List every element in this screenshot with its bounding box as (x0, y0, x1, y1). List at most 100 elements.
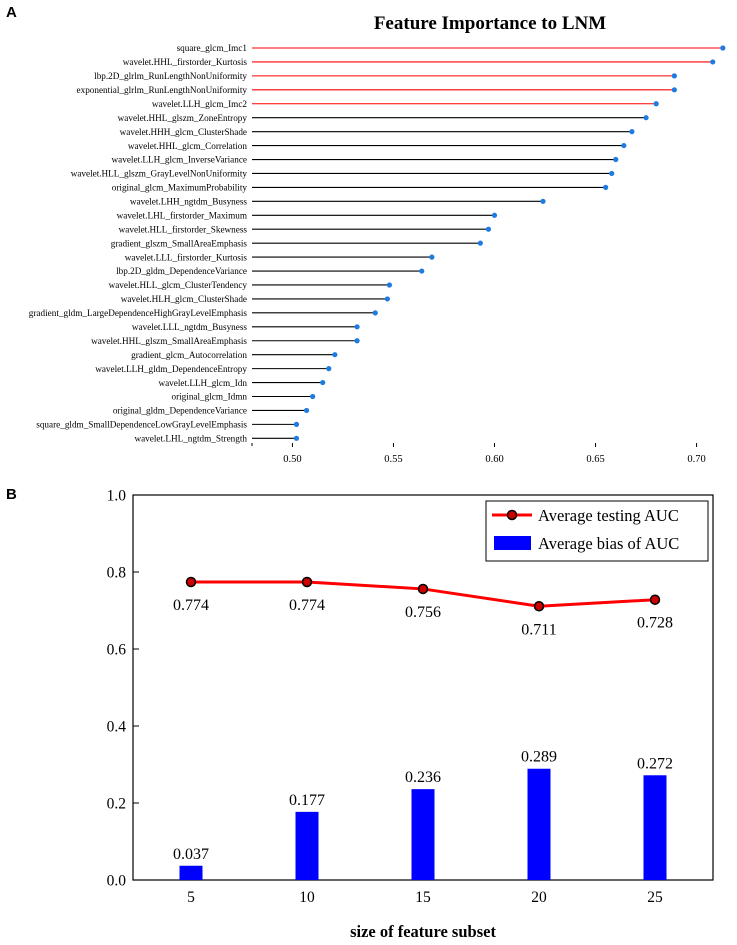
feature-label: wavelet.LHL_firstorder_Maximum (117, 210, 247, 220)
x-tick-label: 10 (299, 889, 315, 906)
feature-label: gradient_glszm_SmallAreaEmphasis (111, 238, 248, 248)
legend-marker-swatch (506, 509, 518, 521)
x-tick-label: 0.55 (384, 454, 402, 465)
y-tick-label: 1.0 (107, 488, 127, 505)
feature-point (293, 435, 300, 441)
feature-point (419, 268, 425, 274)
auc-point (185, 576, 197, 588)
x-tick-label: 0.50 (283, 454, 301, 465)
x-tick-label: 0.65 (586, 454, 604, 465)
feature-point (384, 296, 390, 302)
bias-label: 0.236 (405, 769, 441, 786)
feature-point (710, 59, 716, 65)
y-tick-label: 0.2 (107, 796, 126, 813)
auc-label: 0.756 (405, 604, 441, 621)
feature-label: wavelet.LLH_glcm_Imc2 (152, 99, 248, 109)
feature-label: wavelet.HHH_glcm_ClusterShade (120, 127, 247, 137)
feature-point (603, 184, 609, 190)
auc-label: 0.728 (637, 615, 673, 632)
feature-label: wavelet.HHL_glszm_ZoneEntropy (118, 113, 248, 123)
panel-b-legend: Average testing AUC Average bias of AUC (485, 500, 709, 562)
feature-point (303, 407, 310, 414)
panel-b-letter: B (6, 486, 17, 503)
legend-box (485, 500, 709, 562)
feature-point (326, 366, 332, 372)
feature-label: wavelet.LLL_ngtdm_Busyness (132, 322, 248, 332)
x-tick-label: 5 (187, 889, 195, 906)
feature-label: wavelet.HHL_glszm_SmallAreaEmphasis (91, 336, 247, 346)
panel-b-y-ticks: 0.0 0.2 0.4 0.6 0.8 1.0 (107, 488, 139, 890)
feature-label: exponential_glrlm_RunLengthNonUniformity (77, 85, 248, 95)
feature-label: lbp.2D_glrlm_RunLengthNonUniformity (94, 71, 247, 81)
feature-label: wavelet.HLL_glszm_GrayLevelNonUniformity (71, 169, 248, 179)
panel-a-stems (252, 45, 726, 441)
feature-point (643, 115, 649, 121)
feature-label: wavelet.LLL_firstorder_Kurtosis (125, 252, 248, 262)
x-tick-label: 0.70 (687, 454, 705, 465)
bar (527, 768, 551, 880)
auc-label: 0.774 (289, 597, 325, 614)
feature-point (332, 352, 338, 358)
bar (179, 865, 203, 880)
feature-label: wavelet.LLH_glcm_Idn (158, 378, 247, 388)
x-tick-label: 20 (531, 889, 547, 906)
feature-point (629, 129, 635, 135)
panel-b-x-ticks: 5 10 15 20 25 (187, 874, 663, 906)
feature-point (320, 379, 326, 386)
feature-label: gradient_gldm_LargeDependenceHighGrayLev… (29, 308, 248, 318)
feature-label: wavelet.LLH_glcm_InverseVariance (112, 155, 247, 165)
bar (411, 789, 435, 880)
feature-point (671, 73, 677, 79)
feature-point (613, 156, 619, 163)
feature-label: wavelet.LHH_ngtdm_Busyness (130, 197, 248, 207)
legend-label-testing-auc: Average testing AUC (538, 506, 679, 525)
feature-point (491, 212, 498, 218)
feature-label: lbp.2D_gldm_DependenceVariance (116, 266, 247, 276)
legend-bar-swatch (494, 536, 531, 550)
feature-label: original_gldm_DependenceVariance (113, 406, 247, 416)
feature-point (540, 198, 546, 204)
y-tick-label: 0.6 (107, 642, 127, 659)
bias-label: 0.289 (521, 749, 557, 766)
feature-point (621, 142, 627, 149)
y-tick-label: 0.4 (107, 719, 127, 736)
feature-point (354, 338, 360, 344)
feature-label: square_glcm_Imc1 (177, 43, 248, 53)
panel-a-letter: A (6, 4, 17, 21)
panel-a-x-ticks: 0.50 0.55 0.60 0.65 0.70 (283, 443, 706, 465)
feature-point (609, 170, 615, 177)
feature-label: wavelet.HLL_glcm_ClusterTendency (109, 280, 248, 290)
feature-label: wavelet.LLH_gldm_DependenceEntropy (95, 364, 247, 374)
feature-label: wavelet.HHL_glcm_Correlation (128, 141, 248, 151)
feature-point (477, 240, 483, 246)
auc-point (649, 594, 661, 605)
feature-point (372, 310, 378, 316)
panel-a-feature-labels: square_glcm_Imc1 wavelet.HHL_firstorder_K… (29, 43, 248, 443)
panel-b-bars (179, 768, 667, 880)
legend-label-bias-auc: Average bias of AUC (538, 534, 679, 553)
auc-point (417, 583, 429, 595)
feature-point (720, 45, 726, 51)
feature-label: wavelet.LHL_ngtdm_Strength (134, 434, 247, 444)
auc-point (533, 601, 545, 612)
feature-point (653, 101, 659, 107)
bias-label: 0.037 (173, 846, 209, 863)
bar (643, 775, 667, 880)
bias-label: 0.177 (289, 792, 325, 809)
auc-label: 0.711 (521, 621, 556, 638)
panel-b-line-series (185, 576, 661, 612)
feature-label: original_glcm_Idmn (171, 392, 247, 402)
feature-point (293, 421, 300, 427)
panel-b-x-axis-label: size of feature subset (350, 922, 496, 941)
bar (295, 811, 319, 880)
bias-label: 0.272 (637, 755, 673, 772)
feature-label: original_glcm_MaximumProbability (112, 183, 248, 193)
auc-point (301, 576, 313, 588)
feature-label: wavelet.HLH_glcm_ClusterShade (121, 294, 247, 304)
panel-a-title: Feature Importance to LNM (374, 13, 606, 34)
panel-b-data-labels: 0.774 0.774 0.756 0.711 0.728 0.037 0.177 0.236… (173, 597, 673, 863)
y-tick-label: 0.8 (107, 565, 127, 582)
feature-label: wavelet.HLL_firstorder_Skewness (119, 224, 248, 234)
feature-label: wavelet.HHL_firstorder_Kurtosis (123, 57, 248, 67)
